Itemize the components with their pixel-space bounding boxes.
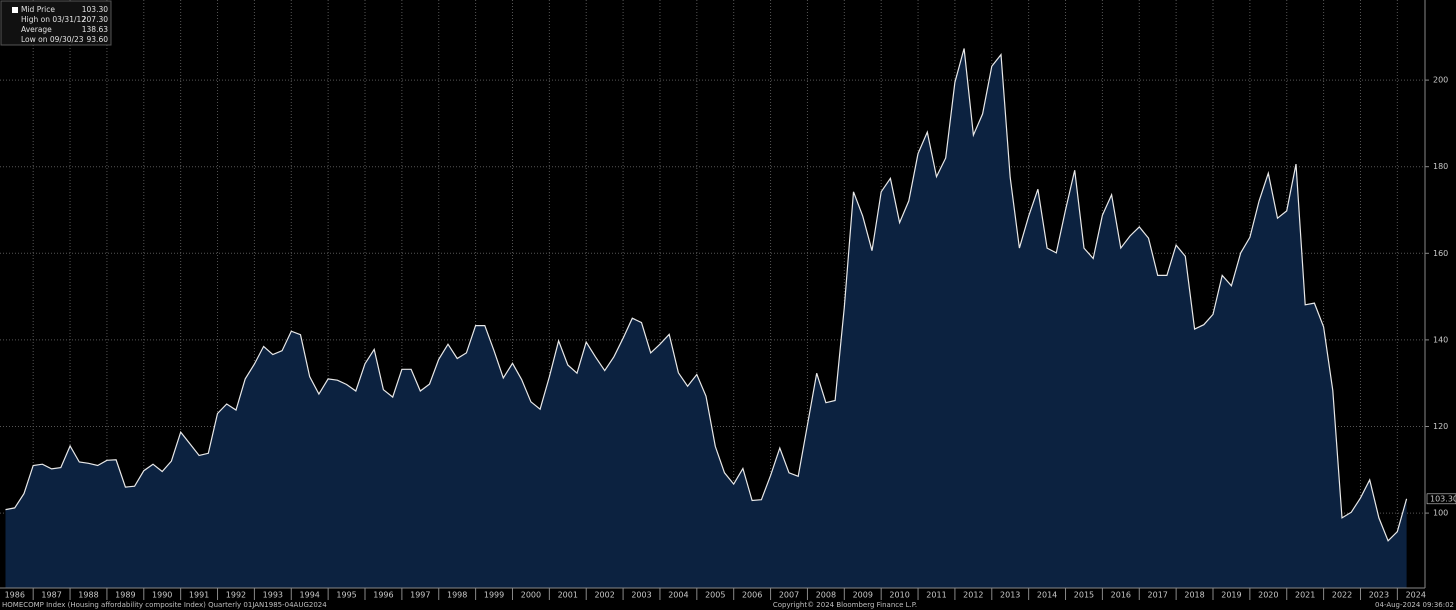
y-tick-label: 140 <box>1433 335 1448 344</box>
y-tick-label: 160 <box>1433 249 1448 258</box>
x-tick-label: 2018 <box>1184 591 1204 600</box>
x-tick-label: 2000 <box>521 591 541 600</box>
x-tick-label: 2022 <box>1332 591 1352 600</box>
legend-box <box>0 0 112 46</box>
x-tick-label: 1996 <box>373 591 393 600</box>
x-tick-label: 2021 <box>1295 591 1315 600</box>
x-tick-label: 1994 <box>300 591 320 600</box>
x-tick-label: 1988 <box>78 591 98 600</box>
legend-value: 103.30 <box>82 5 108 14</box>
x-tick-label: 2013 <box>1000 591 1020 600</box>
last-price-tag <box>1426 493 1456 505</box>
x-tick-label: 1999 <box>484 591 504 600</box>
x-tick-label: 2006 <box>742 591 762 600</box>
x-tick-label: 2002 <box>594 591 614 600</box>
footer-source: HOMECOMP Index (Housing affordability co… <box>2 601 327 609</box>
y-tick-label: 180 <box>1433 162 1448 171</box>
x-tick-label: 1992 <box>226 591 246 600</box>
x-tick-label: 1986 <box>5 591 25 600</box>
x-tick-label: 2001 <box>558 591 578 600</box>
x-tick-label: 2015 <box>1074 591 1094 600</box>
x-tick-label: 2007 <box>779 591 799 600</box>
x-tick-label: 2014 <box>1037 591 1057 600</box>
x-tick-label: 2012 <box>963 591 983 600</box>
x-tick-label: 1991 <box>189 591 209 600</box>
footer-copyright: Copyright© 2024 Bloomberg Finance L.P. <box>773 601 917 609</box>
x-tick-label: 1987 <box>41 591 61 600</box>
line <box>5 48 1408 542</box>
x-tick-label: 2020 <box>1258 591 1278 600</box>
x-tick-label: 1989 <box>115 591 135 600</box>
y-tick-label: 200 <box>1433 76 1448 85</box>
plot-area <box>0 0 1425 588</box>
legend-label: Mid Price <box>21 5 55 14</box>
x-tick-label: 1990 <box>152 591 172 600</box>
legend-swatch <box>12 7 18 13</box>
y-tick-label: 100 <box>1433 509 1448 518</box>
x-tick-label: 1993 <box>263 591 283 600</box>
x-tick-label: 2008 <box>816 591 836 600</box>
legend-label: High on 03/31/12 <box>21 15 86 24</box>
legend-label: Low on 09/30/23 <box>21 35 84 44</box>
y-tick-label: 120 <box>1433 422 1448 431</box>
x-tick-label: 2023 <box>1369 591 1389 600</box>
legend-value: 138.63 <box>82 25 108 34</box>
legend-value: 207.30 <box>82 15 108 24</box>
legend: Mid Price 103.30 High on 03/31/12 207.30… <box>0 0 112 46</box>
x-tick-label: 2016 <box>1111 591 1131 600</box>
x-tick-label: 2011 <box>926 591 946 600</box>
x-tick-label: 2024 <box>1406 591 1426 600</box>
x-tick-label: 2009 <box>853 591 873 600</box>
x-tick-label: 2003 <box>631 591 651 600</box>
area-fill <box>5 48 1407 588</box>
last-price-label: 103.30 <box>1430 494 1456 503</box>
legend-label: Average <box>21 25 52 34</box>
x-tick-label: 2005 <box>705 591 725 600</box>
x-tick-label: 2010 <box>889 591 909 600</box>
legend-value: 93.60 <box>87 35 109 44</box>
x-tick-label: 1997 <box>410 591 430 600</box>
x-tick-label: 2017 <box>1148 591 1168 600</box>
x-tick-label: 1995 <box>336 591 356 600</box>
footer-timestamp: 04-Aug-2024 09:36:02 <box>1375 601 1454 609</box>
x-tick-label: 2019 <box>1221 591 1241 600</box>
x-tick-label: 1998 <box>447 591 467 600</box>
x-tick-label: 2004 <box>668 591 688 600</box>
